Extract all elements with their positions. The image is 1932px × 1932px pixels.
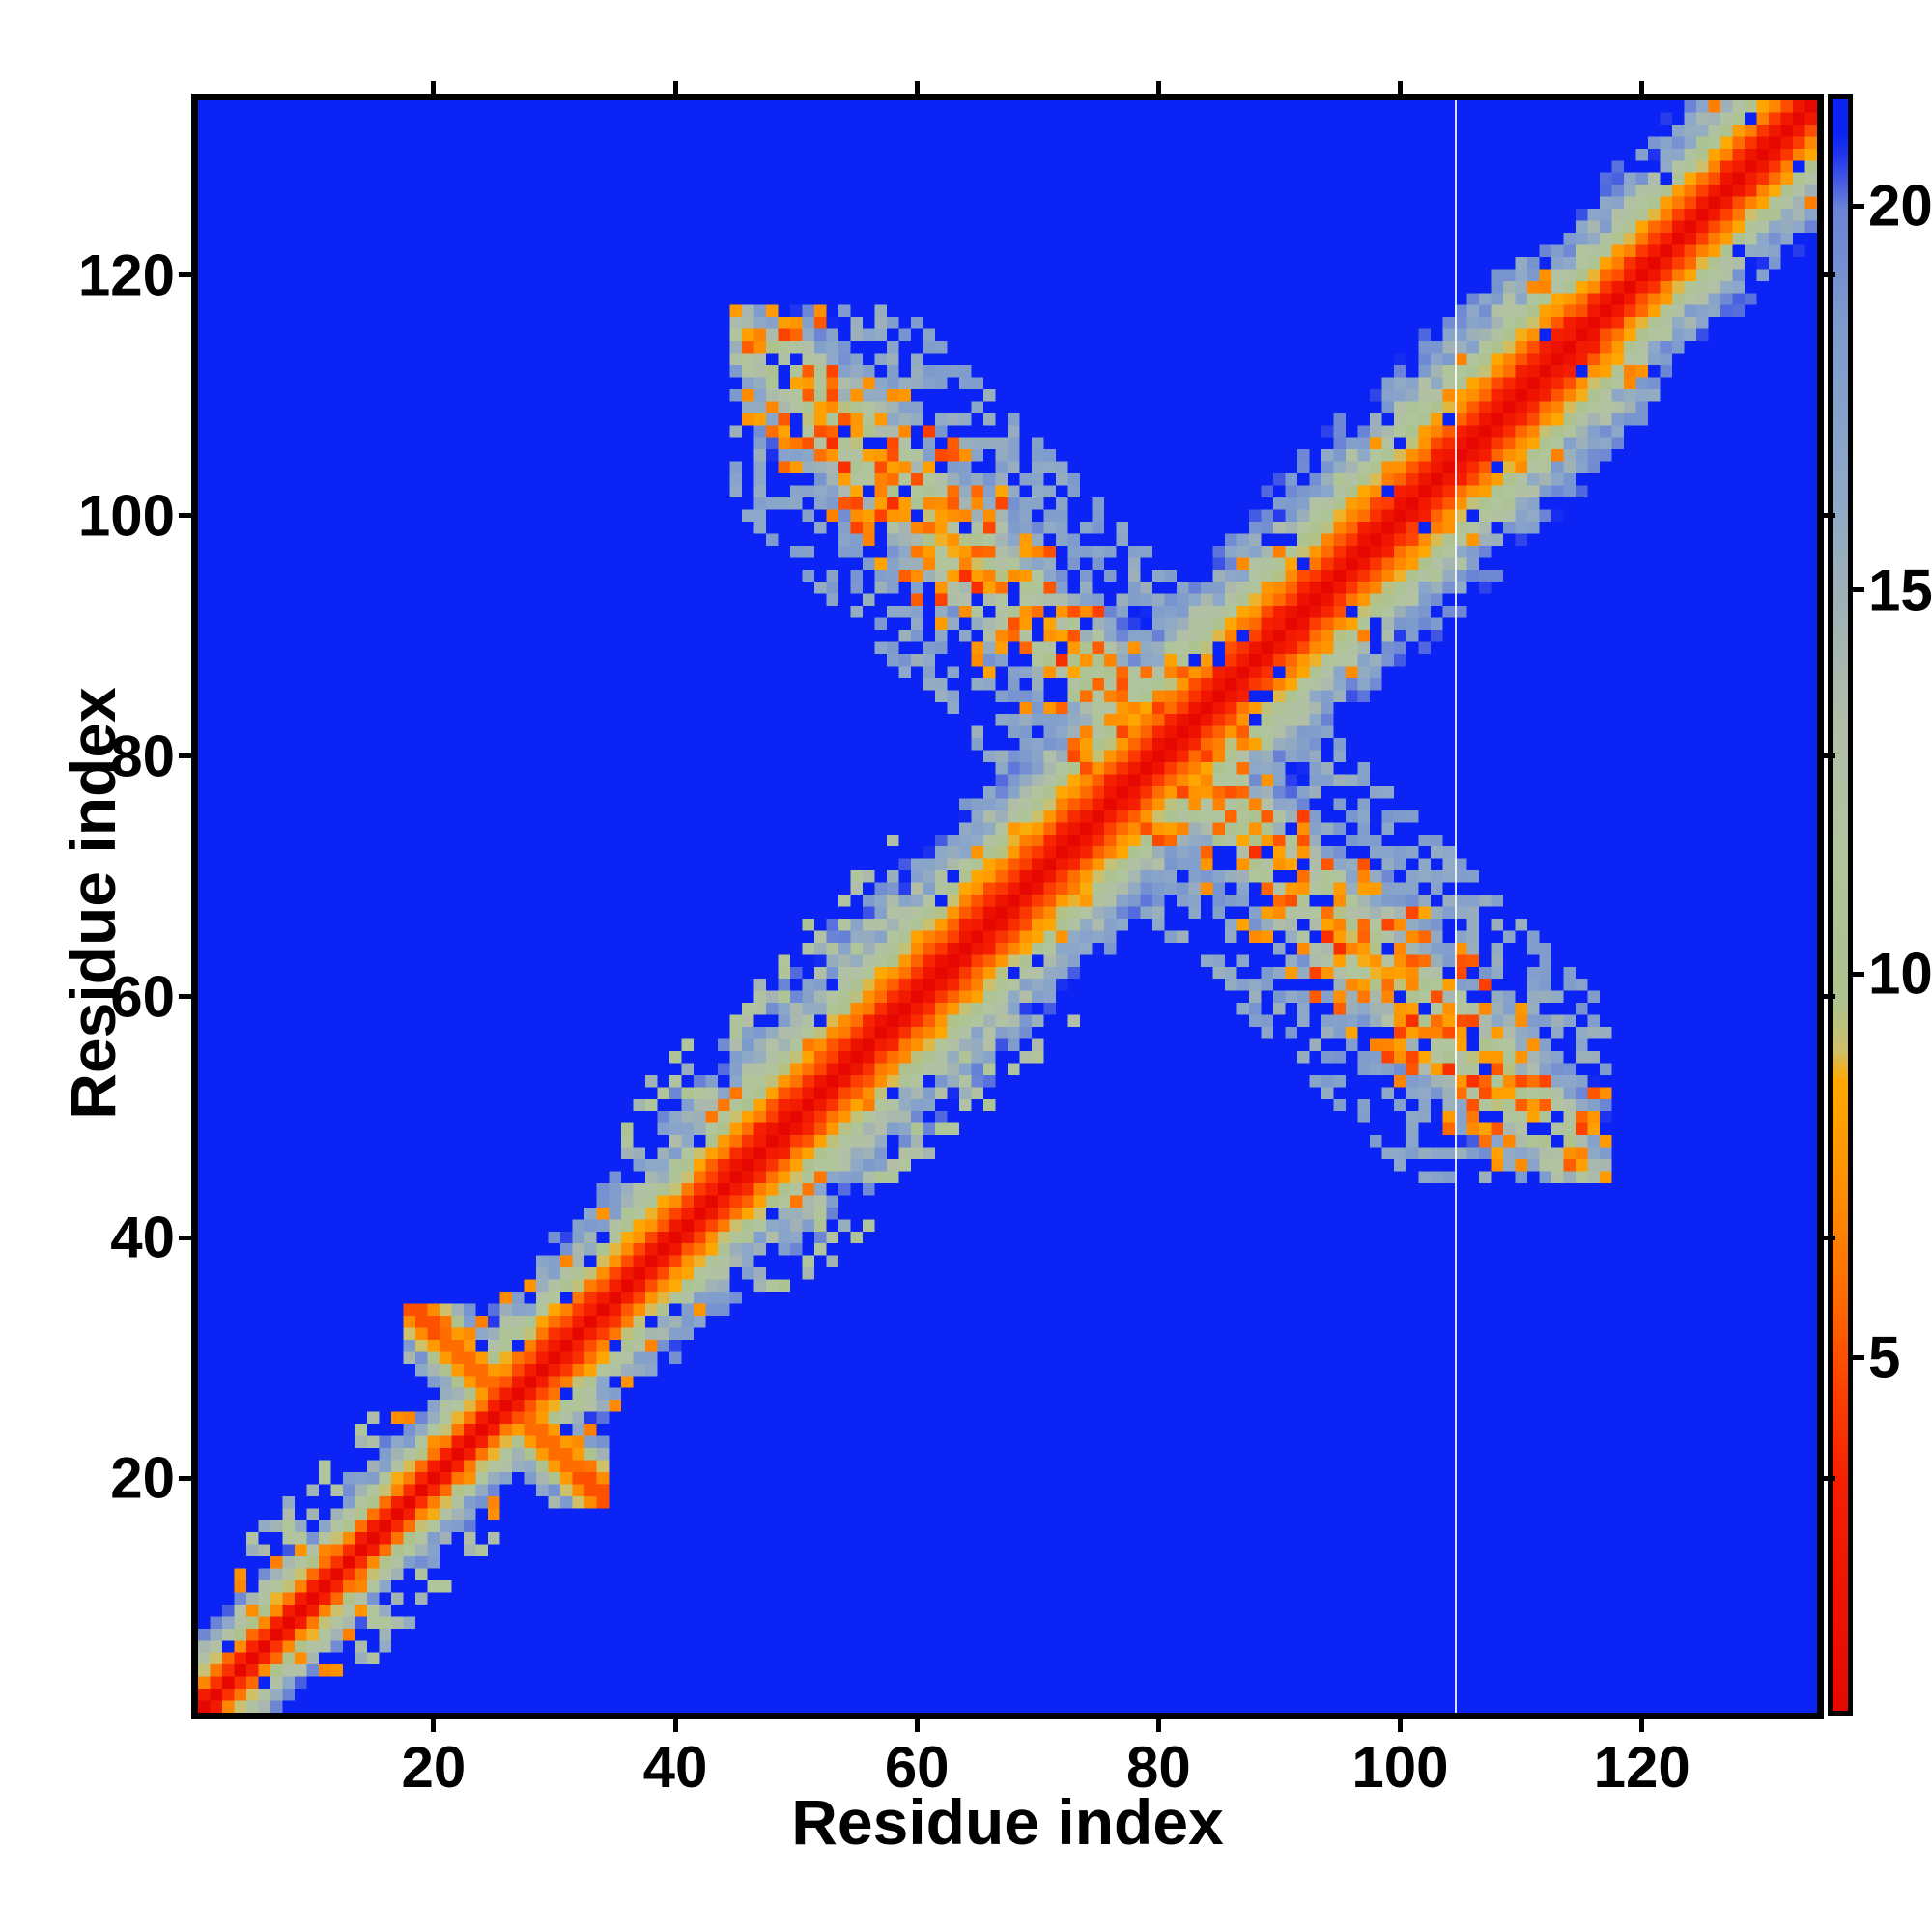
render-artifact-line (1454, 100, 1457, 1713)
x-tick-mark-40 (672, 1719, 678, 1732)
x-tick-mark-20 (431, 1719, 437, 1732)
colorbar (1828, 94, 1853, 1716)
y-tick-mark-80 (179, 753, 191, 759)
colorbar-tick-mark-20 (1853, 203, 1864, 209)
colorbar-tick-mark-15 (1853, 587, 1864, 593)
x-tick-label-60: 60 (884, 1735, 950, 1800)
y-right-tick-mark-80 (1824, 753, 1835, 759)
x-tick-label-20: 20 (401, 1735, 467, 1800)
colorbar-tick-mark-10 (1853, 971, 1864, 977)
x-top-tick-mark-100 (1397, 81, 1403, 94)
y-right-tick-mark-120 (1824, 272, 1835, 278)
x-tick-mark-120 (1639, 1719, 1645, 1732)
heatmap-plot-area (191, 94, 1824, 1719)
y-tick-label-60: 60 (110, 964, 175, 1030)
colorbar-tick-label-15: 15 (1868, 557, 1932, 623)
x-tick-label-40: 40 (642, 1735, 708, 1800)
y-tick-label-100: 100 (77, 483, 175, 549)
y-tick-mark-100 (179, 513, 191, 519)
colorbar-tick-label-10: 10 (1868, 941, 1932, 1007)
heatmap-canvas (198, 100, 1817, 1713)
x-tick-label-100: 100 (1351, 1735, 1449, 1800)
y-right-tick-mark-40 (1824, 1235, 1835, 1240)
y-tick-label-120: 120 (77, 242, 175, 308)
colorbar-tick-mark-5 (1853, 1354, 1864, 1360)
y-tick-mark-120 (179, 272, 191, 278)
x-top-tick-mark-20 (431, 81, 437, 94)
x-top-tick-mark-40 (672, 81, 678, 94)
y-tick-mark-20 (179, 1475, 191, 1481)
x-axis-label: Residue index (791, 1786, 1224, 1858)
x-tick-label-80: 80 (1125, 1735, 1191, 1800)
y-tick-label-80: 80 (110, 724, 175, 789)
x-tick-label-120: 120 (1593, 1735, 1690, 1800)
x-tick-mark-80 (1155, 1719, 1161, 1732)
x-top-tick-mark-60 (914, 81, 920, 94)
y-tick-label-20: 20 (110, 1445, 175, 1511)
x-top-tick-mark-80 (1155, 81, 1161, 94)
y-tick-mark-60 (179, 994, 191, 1000)
colorbar-gradient (1833, 99, 1848, 1711)
x-tick-mark-100 (1397, 1719, 1403, 1732)
colorbar-tick-label-5: 5 (1868, 1324, 1901, 1390)
y-right-tick-mark-60 (1824, 994, 1835, 1000)
y-right-tick-mark-20 (1824, 1475, 1835, 1481)
x-tick-mark-60 (914, 1719, 920, 1732)
y-tick-mark-40 (179, 1235, 191, 1240)
y-right-tick-mark-100 (1824, 513, 1835, 519)
colorbar-tick-label-20: 20 (1868, 173, 1932, 239)
y-tick-label-40: 40 (110, 1205, 175, 1270)
x-top-tick-mark-120 (1639, 81, 1645, 94)
